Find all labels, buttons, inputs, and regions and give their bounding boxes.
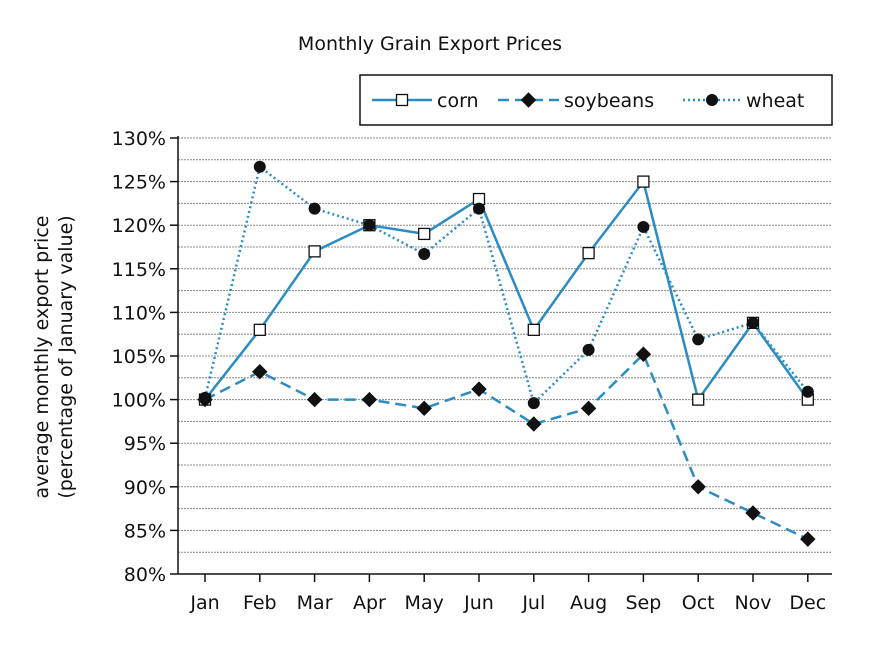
x-tick-label: May bbox=[405, 592, 444, 614]
x-tick-label: Oct bbox=[682, 592, 715, 614]
data-point-wheat bbox=[527, 397, 540, 410]
data-point-soybeans bbox=[580, 400, 597, 417]
data-point-wheat bbox=[363, 219, 376, 232]
legend-label-wheat: wheat bbox=[746, 90, 804, 112]
data-point-soybeans bbox=[361, 391, 378, 408]
x-tick-label: Jan bbox=[189, 592, 219, 614]
data-point-wheat bbox=[637, 220, 650, 233]
chart-title: Monthly Grain Export Prices bbox=[298, 33, 562, 55]
legend-label-soybeans: soybeans bbox=[564, 90, 654, 112]
grid bbox=[178, 137, 832, 553]
data-point-wheat bbox=[692, 333, 705, 346]
y-axis-label-line-1: average monthly export price bbox=[31, 216, 53, 499]
x-tick-label: Aug bbox=[570, 592, 607, 614]
y-tick-label: 125% bbox=[112, 172, 166, 194]
x-tick-label: Jul bbox=[521, 592, 545, 614]
data-point-soybeans bbox=[306, 391, 323, 408]
series-line-corn bbox=[204, 180, 809, 401]
data-point-corn bbox=[527, 323, 540, 336]
y-tick-label: 115% bbox=[112, 259, 166, 281]
y-tick-label: 90% bbox=[124, 477, 166, 499]
legend: corn soybeans wheat bbox=[359, 74, 833, 126]
data-point-soybeans bbox=[690, 479, 706, 495]
data-point-soybeans bbox=[526, 416, 542, 432]
data-point-soybeans bbox=[635, 346, 652, 362]
series bbox=[197, 160, 816, 547]
data-point-corn bbox=[418, 227, 431, 241]
legend-marker-soybeans bbox=[520, 92, 537, 108]
data-point-corn bbox=[692, 393, 705, 406]
y-tick-label: 95% bbox=[124, 433, 166, 455]
y-tick-label: 80% bbox=[124, 564, 166, 586]
data-point-wheat bbox=[473, 202, 485, 215]
series-line-soybeans bbox=[204, 353, 809, 541]
data-point-soybeans bbox=[252, 363, 268, 380]
x-tick-label: Jun bbox=[463, 592, 494, 614]
data-point-wheat bbox=[308, 202, 321, 215]
legend-box bbox=[359, 74, 833, 126]
x-tick-label: Dec bbox=[789, 592, 826, 614]
series-line-wheat bbox=[203, 165, 809, 405]
data-point-wheat bbox=[801, 385, 814, 398]
legend-marker-wheat bbox=[706, 94, 718, 106]
y-tick-label: 100% bbox=[112, 390, 166, 412]
x-tick-label: Mar bbox=[297, 592, 333, 614]
data-point-corn bbox=[308, 245, 321, 258]
x-tick-label: Nov bbox=[734, 592, 771, 614]
y-axis-label: average monthly export price (percentage… bbox=[31, 215, 77, 498]
data-point-wheat bbox=[199, 391, 211, 404]
legend-marker-corn bbox=[395, 93, 409, 107]
y-tick-label: 110% bbox=[112, 302, 166, 324]
data-point-wheat bbox=[582, 343, 595, 356]
data-point-soybeans bbox=[416, 400, 432, 417]
y-axis-label-line-2: (percentage of January value) bbox=[55, 215, 77, 498]
legend-label-corn: corn bbox=[437, 90, 479, 112]
data-point-wheat bbox=[747, 316, 759, 329]
data-point-corn bbox=[253, 323, 266, 336]
y-tick-label: 85% bbox=[124, 520, 166, 542]
data-point-soybeans bbox=[471, 381, 487, 397]
x-tick-label: Sep bbox=[625, 592, 661, 614]
data-point-corn bbox=[637, 175, 650, 188]
axes: 80% 85% 90% 95% 100% 105% 110% 115% 120% 125% 130%… bbox=[112, 128, 832, 614]
data-point-soybeans bbox=[800, 531, 816, 547]
x-tick-label: Feb bbox=[243, 592, 277, 614]
data-point-soybeans bbox=[745, 505, 761, 521]
data-point-wheat bbox=[253, 160, 266, 173]
y-tick-label: 105% bbox=[112, 346, 166, 368]
data-point-corn bbox=[582, 246, 595, 260]
y-tick-label: 120% bbox=[112, 215, 166, 237]
x-tick-label: Apr bbox=[353, 592, 386, 614]
data-point-wheat bbox=[418, 247, 431, 260]
y-tick-label: 130% bbox=[112, 128, 166, 150]
